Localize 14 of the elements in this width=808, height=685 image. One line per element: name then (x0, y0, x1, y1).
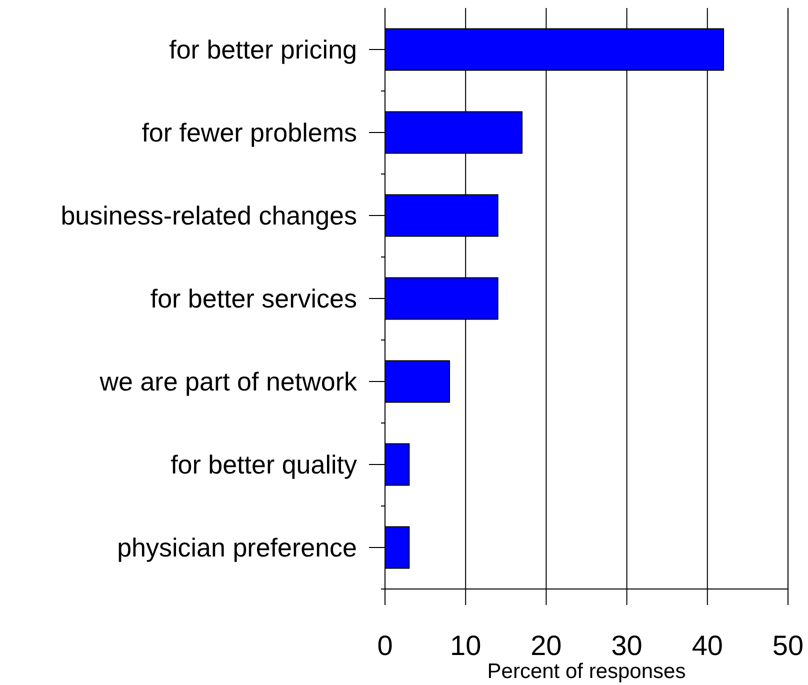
y-tick-label: for better quality (170, 450, 357, 480)
x-tick-label: 10 (450, 630, 482, 661)
y-tick-label: we are part of network (98, 366, 358, 397)
x-tick-label: 40 (692, 630, 723, 661)
x-axis-title: Percent of responses (487, 660, 686, 683)
y-tick-label: business-related changes (60, 200, 357, 231)
y-tick-label: for fewer problems (142, 118, 357, 148)
y-tick-label: physician preference (117, 532, 357, 563)
y-tick-label: for better pricing (169, 34, 357, 65)
x-tick-label: 20 (530, 630, 562, 661)
x-tick-label: 50 (772, 630, 804, 661)
x-tick-label: 0 (377, 630, 393, 661)
x-tick-label: 30 (611, 630, 642, 661)
y-tick-label: for better services (150, 284, 357, 314)
